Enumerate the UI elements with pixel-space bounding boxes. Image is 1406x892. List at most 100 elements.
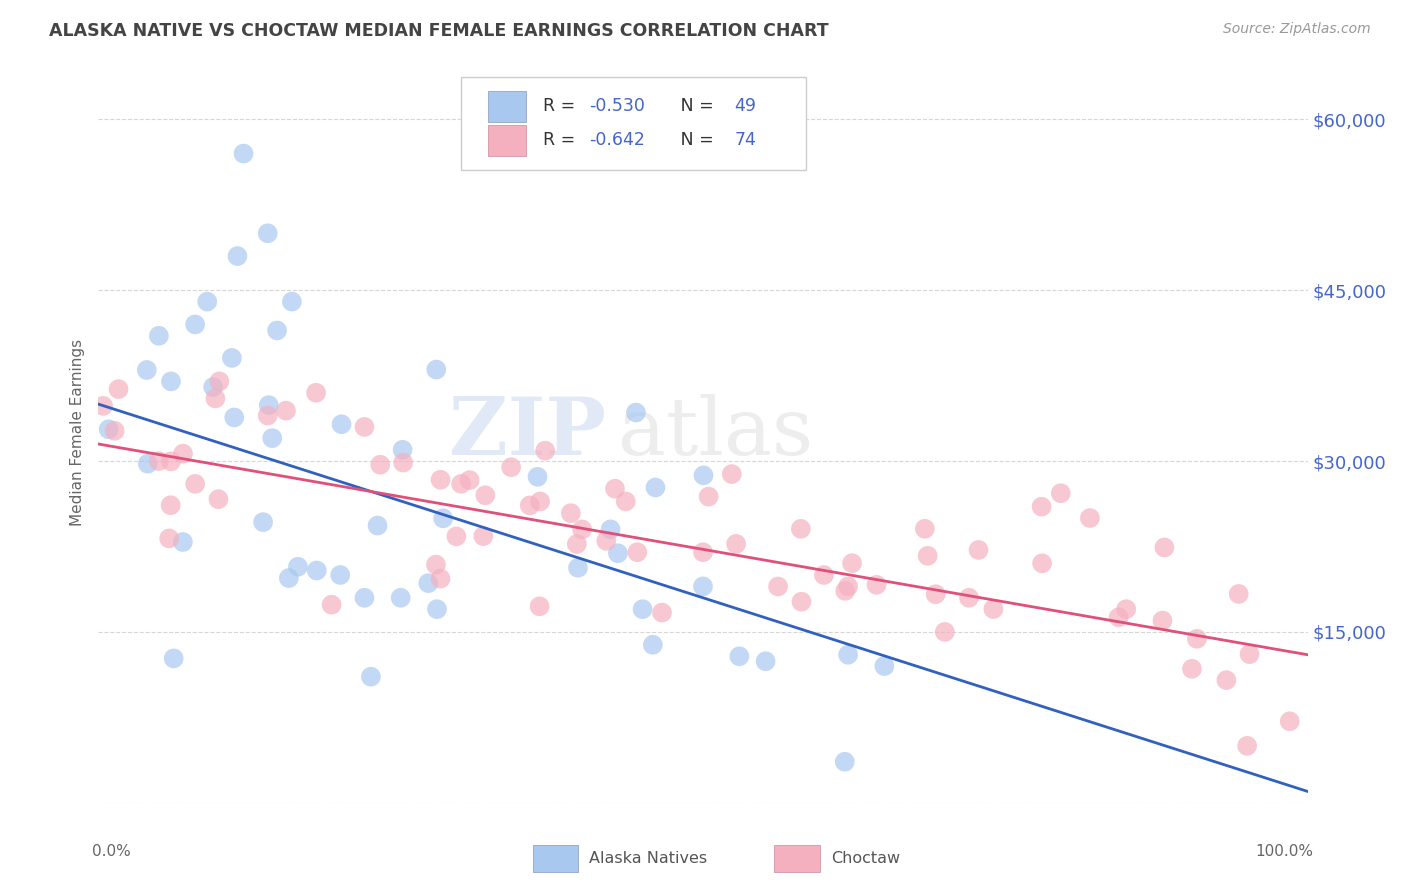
Point bbox=[160, 454, 183, 468]
Point bbox=[330, 417, 353, 432]
Point bbox=[813, 568, 835, 582]
Text: -0.642: -0.642 bbox=[589, 131, 645, 149]
FancyBboxPatch shape bbox=[775, 845, 820, 872]
Point bbox=[184, 476, 207, 491]
Point bbox=[644, 481, 666, 495]
Point bbox=[834, 583, 856, 598]
Text: N =: N = bbox=[664, 97, 720, 115]
Text: 74: 74 bbox=[734, 131, 756, 149]
Point bbox=[157, 532, 180, 546]
Point bbox=[321, 598, 343, 612]
Point bbox=[1278, 714, 1301, 729]
Point bbox=[967, 543, 990, 558]
Point bbox=[389, 591, 412, 605]
Point bbox=[501, 460, 523, 475]
Point bbox=[565, 537, 588, 551]
Text: Alaska Natives: Alaska Natives bbox=[589, 851, 707, 866]
Point bbox=[1236, 739, 1258, 753]
Text: Source: ZipAtlas.com: Source: ZipAtlas.com bbox=[1223, 22, 1371, 37]
Point bbox=[692, 579, 714, 593]
Point bbox=[104, 424, 127, 438]
Point bbox=[446, 529, 468, 543]
Point bbox=[207, 492, 229, 507]
Point bbox=[353, 420, 375, 434]
Point bbox=[766, 579, 789, 593]
Point bbox=[917, 549, 939, 563]
Point bbox=[163, 651, 186, 665]
Point bbox=[834, 755, 856, 769]
Point bbox=[692, 545, 714, 559]
Text: atlas: atlas bbox=[619, 393, 814, 472]
Point bbox=[360, 670, 382, 684]
Point bbox=[391, 442, 413, 457]
Point bbox=[287, 559, 309, 574]
Point bbox=[367, 518, 389, 533]
Point bbox=[624, 405, 647, 419]
FancyBboxPatch shape bbox=[533, 845, 578, 872]
Point bbox=[1215, 673, 1237, 687]
FancyBboxPatch shape bbox=[461, 78, 806, 169]
Point bbox=[755, 654, 778, 668]
Point bbox=[529, 599, 551, 614]
Point bbox=[534, 443, 557, 458]
Point bbox=[641, 638, 664, 652]
Point bbox=[983, 602, 1005, 616]
Point bbox=[924, 587, 946, 601]
Point bbox=[256, 227, 278, 241]
Point bbox=[560, 506, 582, 520]
Point bbox=[1108, 610, 1130, 624]
Point bbox=[208, 375, 231, 389]
Point bbox=[595, 533, 617, 548]
Point bbox=[841, 556, 863, 570]
Point bbox=[257, 398, 280, 412]
Point bbox=[221, 351, 243, 365]
Point bbox=[135, 363, 157, 377]
Text: N =: N = bbox=[664, 131, 720, 149]
Point bbox=[432, 511, 454, 525]
Text: R =: R = bbox=[543, 131, 581, 149]
Point bbox=[692, 468, 714, 483]
Point bbox=[1031, 500, 1053, 514]
Text: ZIP: ZIP bbox=[450, 393, 606, 472]
Text: 100.0%: 100.0% bbox=[1256, 844, 1313, 858]
Point bbox=[426, 602, 449, 616]
Point bbox=[606, 546, 628, 560]
Point bbox=[184, 318, 207, 332]
Point bbox=[728, 649, 751, 664]
Point bbox=[353, 591, 375, 605]
Text: 49: 49 bbox=[734, 97, 756, 115]
Point bbox=[226, 249, 249, 263]
Point bbox=[934, 624, 956, 639]
Point bbox=[224, 410, 246, 425]
Point bbox=[631, 602, 654, 616]
Text: -0.530: -0.530 bbox=[589, 97, 645, 115]
Point bbox=[274, 403, 297, 417]
Point bbox=[97, 422, 120, 436]
Point bbox=[1152, 614, 1174, 628]
Point bbox=[305, 385, 328, 400]
Point bbox=[474, 488, 496, 502]
FancyBboxPatch shape bbox=[488, 125, 526, 156]
Point bbox=[1153, 541, 1175, 555]
Point bbox=[160, 375, 183, 389]
Point bbox=[697, 490, 720, 504]
Point bbox=[567, 560, 589, 574]
Point bbox=[790, 522, 813, 536]
Point bbox=[418, 576, 440, 591]
Point bbox=[651, 606, 673, 620]
Point bbox=[837, 648, 859, 662]
Point bbox=[865, 578, 887, 592]
Point bbox=[329, 568, 352, 582]
Point bbox=[252, 515, 274, 529]
Point bbox=[368, 458, 391, 472]
Point bbox=[277, 571, 299, 585]
Point bbox=[529, 494, 551, 508]
Point bbox=[472, 529, 495, 543]
Point bbox=[720, 467, 742, 481]
Y-axis label: Median Female Earnings: Median Female Earnings bbox=[70, 339, 86, 526]
Point bbox=[957, 591, 980, 605]
Point bbox=[1181, 662, 1204, 676]
Point bbox=[526, 470, 548, 484]
Point bbox=[172, 535, 194, 549]
Point bbox=[148, 454, 170, 468]
